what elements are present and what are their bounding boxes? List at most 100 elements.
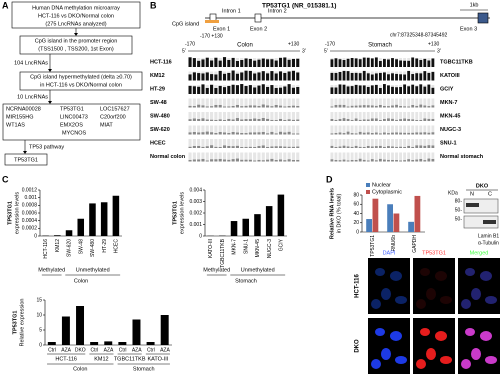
- methylation-bg: [278, 98, 283, 106]
- x-tick-label: AZA: [104, 347, 114, 353]
- methylation-lane: [423, 105, 427, 108]
- methylation-lane: [330, 159, 334, 162]
- methylation-lane: [291, 133, 295, 135]
- bar: [61, 316, 70, 345]
- methylation-bg: [366, 98, 370, 106]
- methylation-lane: [431, 87, 435, 94]
- methylation-bg: [399, 98, 402, 106]
- label: KDa: [448, 190, 458, 196]
- methylation-bg: [192, 139, 196, 146]
- methylation-lane: [403, 106, 407, 108]
- exon: [254, 13, 262, 23]
- methylation-lane: [266, 146, 270, 148]
- methylation-bg: [423, 125, 427, 133]
- methylation-lane: [253, 132, 257, 135]
- methylation-bg: [383, 152, 386, 160]
- methylation-bg: [415, 125, 419, 133]
- methylation-bg: [358, 71, 362, 74]
- label: WT1AS: [6, 122, 25, 128]
- label: KM12: [150, 73, 165, 79]
- methylation-lane: [350, 159, 354, 162]
- methylation-lane: [201, 146, 205, 148]
- methylation-lane: [330, 118, 334, 121]
- methylation-lane: [362, 105, 366, 108]
- methylation-lane: [257, 59, 261, 67]
- methylation-lane: [370, 105, 374, 108]
- methylation-lane: [370, 118, 374, 121]
- methylation-lane: [395, 146, 398, 148]
- methylation-bg: [407, 58, 411, 61]
- bar: [414, 195, 421, 232]
- methylation-lane: [201, 132, 205, 135]
- methylation-lane: [374, 146, 378, 148]
- methylation-lane: [399, 60, 402, 67]
- methylation-lane: [227, 145, 231, 148]
- methylation-bg: [261, 125, 265, 132]
- methylation-bg: [266, 152, 270, 160]
- methylation-bg: [197, 112, 201, 119]
- methylation-lane: [244, 70, 248, 81]
- methylation-bg: [338, 98, 342, 105]
- methylation-lane: [201, 84, 205, 94]
- methylation-bg: [358, 125, 362, 132]
- methylation-bg: [342, 139, 346, 146]
- methylation-bg: [274, 85, 278, 88]
- methylation-bg: [403, 152, 407, 161]
- methylation-bg: [334, 152, 338, 160]
- methylation-bg: [253, 112, 257, 119]
- methylation-lane: [374, 57, 378, 67]
- methylation-bg: [287, 98, 291, 106]
- methylation-lane: [342, 104, 346, 108]
- methylation-lane: [287, 59, 291, 67]
- methylation-lane: [346, 131, 350, 135]
- methylation-lane: [423, 86, 427, 94]
- methylation-bg: [201, 112, 205, 119]
- methylation-lane: [270, 146, 274, 148]
- label: MKN-7: [440, 100, 457, 106]
- label: -170: [325, 41, 335, 47]
- methylation-bg: [391, 139, 394, 147]
- methylation-lane: [201, 59, 205, 67]
- methylation-bg: [431, 152, 435, 159]
- methylation-bg: [431, 125, 435, 133]
- methylation-lane: [419, 59, 423, 67]
- methylation-lane: [407, 132, 411, 135]
- methylation-bg: [227, 112, 231, 119]
- methylation-lane: [261, 118, 265, 121]
- methylation-bg: [291, 125, 295, 134]
- methylation-lane: [222, 159, 227, 162]
- nucleus: [395, 356, 407, 364]
- methylation-lane: [188, 159, 192, 162]
- methylation-lane: [403, 146, 407, 148]
- methylation-lane: [342, 145, 346, 148]
- label: Colon: [74, 278, 88, 284]
- methylation-lane: [423, 132, 427, 135]
- methylation-bg: [395, 98, 398, 105]
- methylation-lane: [395, 87, 398, 94]
- nucleus: [465, 328, 475, 336]
- methylation-lane: [387, 59, 390, 67]
- methylation-bg: [391, 152, 394, 160]
- methylation-bg: [330, 112, 334, 119]
- methylation-bg: [358, 98, 362, 106]
- methylation-lane: [362, 159, 366, 162]
- methylation-bg: [374, 152, 378, 161]
- methylation-bg: [370, 139, 374, 147]
- methylation-lane: [374, 132, 378, 135]
- methylation-bg: [296, 125, 300, 134]
- methylation-bg: [291, 139, 295, 147]
- label: Methylated: [38, 267, 65, 273]
- methylation-bg: [423, 98, 427, 106]
- label: Intron 1: [222, 8, 241, 14]
- methylation-bg: [235, 112, 239, 119]
- methylation-bg: [415, 112, 419, 120]
- methylation-lane: [383, 72, 386, 81]
- methylation-bg: [395, 152, 398, 160]
- methylation-lane: [274, 60, 278, 67]
- methylation-bg: [287, 58, 291, 60]
- methylation-lane: [354, 105, 358, 108]
- label: 1kb: [470, 2, 479, 8]
- methylation-lane: [278, 105, 283, 108]
- methylation-lane: [192, 58, 196, 67]
- methylation-lane: [296, 146, 300, 148]
